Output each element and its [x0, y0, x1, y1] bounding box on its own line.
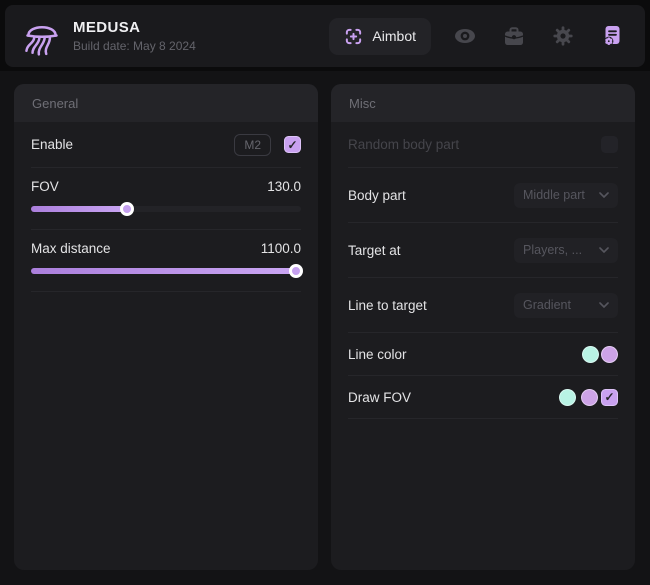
random-body-part-row: Random body part — [348, 122, 618, 168]
draw-fov-row: Draw FOV ✓ — [348, 376, 618, 419]
enable-keybind[interactable]: M2 — [234, 133, 271, 156]
tab-configs[interactable] — [601, 25, 623, 47]
draw-fov-swatch-2[interactable] — [581, 388, 598, 406]
random-body-part-checkbox[interactable] — [601, 136, 618, 153]
fov-slider-thumb[interactable] — [120, 202, 135, 216]
panel-general-title: General — [14, 84, 318, 122]
body-part-label: Body part — [348, 187, 406, 203]
line-to-target-row: Line to target Gradient — [348, 278, 618, 333]
tab-aimbot-label: Aimbot — [372, 28, 416, 44]
draw-fov-checkbox[interactable]: ✓ — [601, 388, 618, 406]
max-distance-label: Max distance — [31, 241, 111, 256]
tab-settings[interactable] — [552, 25, 574, 47]
line-to-target-label: Line to target — [348, 297, 427, 313]
config-badge-icon — [604, 26, 620, 46]
tab-misc[interactable] — [503, 25, 525, 47]
nav-tabs: Aimbot — [329, 17, 629, 55]
chevron-down-icon — [599, 247, 609, 253]
gear-icon — [553, 26, 573, 46]
line-color-swatch-2[interactable] — [601, 345, 618, 363]
target-at-dropdown[interactable]: Players, ... — [514, 237, 618, 263]
eye-icon — [455, 29, 475, 43]
app-title: MEDUSA — [73, 19, 141, 36]
panel-misc-body: Random body part Body part Middle part T… — [331, 122, 635, 419]
body-part-selected: Middle part — [523, 188, 585, 202]
draw-fov-swatch-1[interactable] — [559, 388, 576, 406]
enable-row: Enable M2 ✓ — [31, 122, 301, 168]
draw-fov-label: Draw FOV — [348, 389, 412, 405]
target-at-selected: Players, ... — [523, 243, 583, 257]
tab-aimbot[interactable]: Aimbot — [329, 17, 431, 55]
fov-slider-fill — [31, 202, 135, 216]
body-part-dropdown[interactable]: Middle part — [514, 182, 618, 208]
panel-misc-title: Misc — [331, 84, 635, 122]
line-color-label: Line color — [348, 346, 407, 362]
enable-label: Enable — [31, 137, 74, 152]
tab-visuals[interactable] — [454, 25, 476, 47]
max-distance-slider-fill — [31, 264, 303, 278]
fov-label: FOV — [31, 179, 59, 194]
max-distance-slider-thumb[interactable] — [288, 264, 303, 278]
panel-misc: Misc Random body part Body part Middle p… — [331, 84, 635, 570]
max-distance-slider[interactable] — [31, 264, 303, 278]
panel-general: General Enable M2 ✓ FOV 130.0 — [14, 84, 318, 570]
enable-checkbox[interactable]: ✓ — [284, 136, 301, 153]
fov-slider-block: FOV 130.0 — [31, 168, 301, 230]
chevron-down-icon — [599, 192, 609, 198]
target-at-label: Target at — [348, 242, 401, 258]
random-body-part-label: Random body part — [348, 137, 460, 152]
build-date: Build date: May 8 2024 — [73, 39, 196, 53]
chevron-down-icon — [599, 302, 609, 308]
line-color-swatch-1[interactable] — [582, 345, 599, 363]
max-distance-value: 1100.0 — [260, 241, 301, 256]
crosshair-icon — [346, 28, 362, 44]
line-color-row: Line color — [348, 333, 618, 376]
line-to-target-selected: Gradient — [523, 298, 571, 312]
main-area: General Enable M2 ✓ FOV 130.0 — [0, 71, 650, 585]
panels-container: General Enable M2 ✓ FOV 130.0 — [0, 71, 650, 570]
title-block: MEDUSA Build date: May 8 2024 — [73, 19, 196, 53]
fov-slider[interactable] — [31, 202, 301, 216]
target-at-row: Target at Players, ... — [348, 223, 618, 278]
max-distance-slider-block: Max distance 1100.0 — [31, 230, 303, 292]
panel-general-body: Enable M2 ✓ FOV 130.0 — [14, 122, 318, 292]
title-bar: MEDUSA Build date: May 8 2024 Aimbot — [5, 5, 645, 67]
briefcase-icon — [504, 26, 524, 45]
fov-value: 130.0 — [267, 179, 301, 194]
line-to-target-dropdown[interactable]: Gradient — [514, 292, 618, 318]
body-part-row: Body part Middle part — [348, 168, 618, 223]
jellyfish-logo-icon — [25, 25, 58, 56]
